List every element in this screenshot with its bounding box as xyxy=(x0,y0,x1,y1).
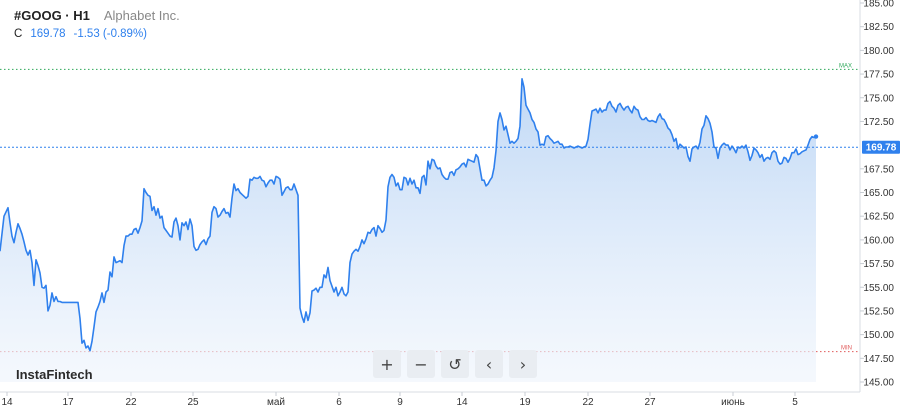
close-label: C xyxy=(14,28,23,40)
zoom-out-button[interactable]: − xyxy=(407,350,435,378)
scroll-left-button[interactable]: ‹ xyxy=(475,350,503,378)
y-tick-label: 160.00 xyxy=(863,235,894,246)
y-axis-ticks: 145.00 147.50 150.00 152.50 155.00 157.50 160.… xyxy=(860,0,894,389)
y-tick-label: 182.50 xyxy=(863,22,894,33)
x-axis-ticks: 14 17 22 25 май 6 9 14 19 22 27 июнь 5 xyxy=(1,392,798,408)
scroll-right-button[interactable]: › xyxy=(509,350,537,378)
min-label: MIN xyxy=(841,346,852,352)
x-tick-label: 9 xyxy=(397,397,403,408)
x-tick-label: июнь xyxy=(721,397,745,408)
last-price-label: 169.78 xyxy=(866,143,897,154)
x-tick-label: 6 xyxy=(336,397,342,408)
reset-button[interactable]: ↺ xyxy=(441,350,469,378)
price-area-fill xyxy=(0,78,816,383)
max-label: MAX xyxy=(839,63,852,69)
change-value: -1.53 (-0.89%) xyxy=(73,28,148,40)
y-tick-label: 165.00 xyxy=(863,188,894,199)
x-tick-label: 25 xyxy=(187,397,199,408)
last-price-dot xyxy=(813,134,819,139)
close-value: 169.78 xyxy=(30,28,66,40)
y-tick-label: 152.50 xyxy=(863,306,894,317)
max-reference-line: MAX xyxy=(0,63,860,70)
y-tick-label: 155.00 xyxy=(863,283,894,294)
y-tick-label: 145.00 xyxy=(863,378,894,389)
y-tick-label: 175.00 xyxy=(863,93,894,104)
x-tick-label: 22 xyxy=(125,397,137,408)
x-tick-label: 14 xyxy=(456,397,468,408)
quote-line: C 169.78 -1.53 (-0.89%) xyxy=(14,28,147,40)
x-tick-label: 17 xyxy=(62,397,74,408)
symbol-label: #GOOG · H1 xyxy=(14,8,90,23)
zoom-in-button[interactable]: + xyxy=(373,350,401,378)
price-line xyxy=(0,78,817,352)
x-tick-label: 22 xyxy=(582,397,594,408)
chart-header: #GOOG · H1 Alphabet Inc. xyxy=(14,8,180,23)
y-tick-label: 180.00 xyxy=(863,46,894,57)
x-tick-label: 27 xyxy=(644,397,656,408)
x-tick-label: 14 xyxy=(1,397,13,408)
y-tick-label: 167.50 xyxy=(863,164,894,175)
last-price-badge xyxy=(862,140,900,154)
y-tick-label: 150.00 xyxy=(863,330,894,341)
y-tick-label: 185.00 xyxy=(863,0,894,10)
y-tick-label: 172.50 xyxy=(863,117,894,128)
x-tick-label: 19 xyxy=(519,397,531,408)
y-tick-label: 162.50 xyxy=(863,212,894,223)
brand-logo: InstaFintech xyxy=(16,367,93,382)
x-tick-label: 5 xyxy=(792,397,798,408)
y-tick-label: 147.50 xyxy=(863,354,894,365)
company-name: Alphabet Inc. xyxy=(103,8,180,23)
chart-toolbar: + − ↺ ‹ › xyxy=(373,350,537,378)
y-tick-label: 157.50 xyxy=(863,259,894,270)
y-tick-label: 177.50 xyxy=(863,70,894,81)
x-tick-label: май xyxy=(267,397,285,408)
